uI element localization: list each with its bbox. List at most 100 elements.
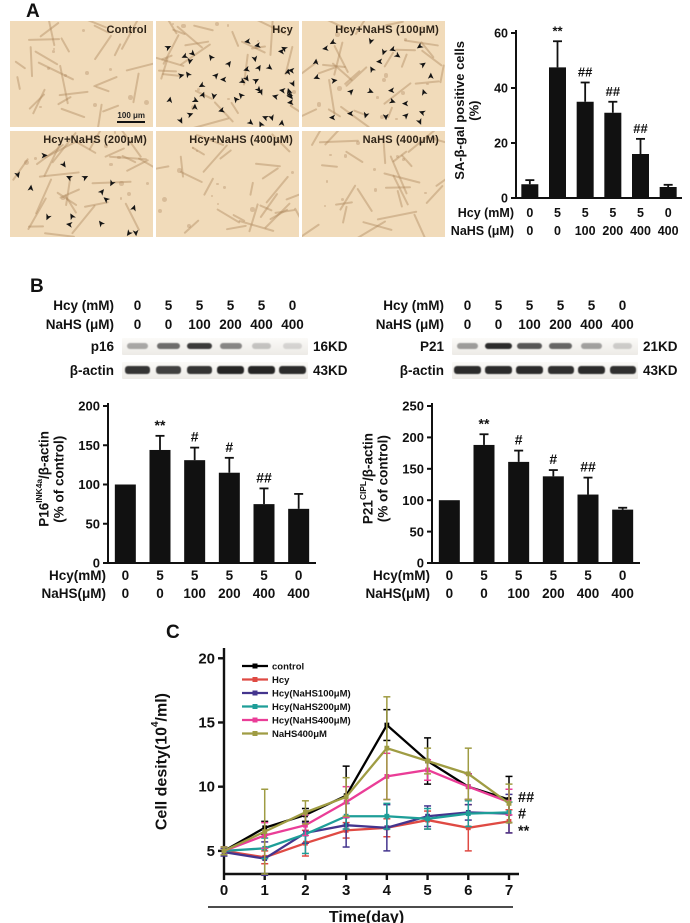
micrograph-label: Hcy+NaHS (100μM) [335, 24, 439, 36]
series-line [223, 746, 510, 852]
bar [149, 449, 171, 563]
cell-dot [117, 155, 121, 160]
blot-band-cell [545, 338, 576, 355]
senescent-cell-arrow-icon: ➤ [425, 72, 436, 80]
condition-value: 5 [637, 206, 644, 220]
condition-row-label: NaHS (μM) [451, 224, 514, 238]
senescent-cell-arrow-icon: ➤ [387, 86, 395, 96]
bar [288, 508, 310, 563]
senescent-cell-arrow-icon: ➤ [40, 150, 48, 160]
cell-streak [57, 96, 72, 106]
significance-label: ## [580, 459, 596, 475]
condition-value: 400 [611, 586, 634, 601]
blot-band-cell [452, 338, 483, 355]
cell-streak [125, 159, 149, 173]
condition-value: 5 [554, 206, 561, 220]
significance-annotation: ** [518, 823, 530, 839]
senescent-cell-arrow-icon: ➤ [413, 116, 425, 127]
cell-dot [395, 154, 399, 159]
blot-header-row: Hcy (mM) 0 5 5 5 5 0 [360, 296, 684, 315]
cell-dot [47, 67, 51, 71]
blot-band-row: p16 16KD [30, 334, 354, 358]
legend-label: Hcy(NaHS400μM) [272, 716, 351, 727]
y-tick-label: 100 [402, 493, 424, 508]
data-marker [506, 800, 512, 806]
bar [612, 509, 634, 563]
condition-value: 200 [542, 586, 565, 601]
micrograph-grid: Control 100 μm ➤ ➤ ➤ ➤ ➤ ➤ ➤ ➤ ➤ ➤ ➤ ➤ ➤ ➤ ➤ ➤ ➤ ➤ ➤ ➤ ➤ ➤ ➤ ➤ ➤ ➤ ➤… [10, 21, 445, 237]
cell-streak [285, 188, 299, 201]
condition-row-label: Hcy (mM) [458, 206, 514, 220]
blot-header-value: 0 [494, 317, 503, 332]
senescent-cell-arrow-icon: ➤ [277, 119, 287, 127]
cell-dot [343, 154, 348, 158]
x-tick-label: 6 [464, 882, 472, 899]
legend-marker [252, 731, 258, 736]
senescent-cell-arrow-icon: ➤ [243, 36, 252, 47]
senescent-cell-arrow-icon: ➤ [79, 171, 90, 183]
cell-streak [342, 205, 348, 224]
cell-streak [302, 108, 318, 118]
micrograph-label: NaHS (400μM) [362, 134, 439, 146]
label-part: Cell desity(10 [153, 727, 171, 831]
cell-dot [217, 203, 220, 206]
cell-dot [92, 102, 98, 108]
cell-dot [226, 24, 230, 27]
blot-header-label: NaHS (μM) [45, 317, 114, 332]
blot-header-value: 0 [164, 317, 173, 332]
blot-band-row: P21 21KD [360, 334, 684, 358]
senescent-cell-arrow-icon: ➤ [278, 85, 287, 96]
senescent-cell-arrow-icon: ➤ [376, 56, 384, 67]
significance-label: ## [256, 469, 272, 485]
y-tick-label: 200 [402, 430, 424, 445]
cell-streak [156, 166, 170, 171]
scale-bar-line [117, 120, 145, 123]
cell-dot [161, 196, 167, 202]
cell-streak [30, 46, 34, 78]
condition-value: 5 [260, 568, 268, 583]
senescent-cell-arrow-icon: ➤ [58, 159, 70, 170]
micrograph-label: Hcy+NaHS (400μM) [189, 134, 293, 146]
blot-header-value: 200 [549, 317, 572, 332]
cell-streak [377, 210, 418, 221]
cell-dot [316, 102, 321, 107]
blot-band-cell [215, 338, 246, 355]
y-tick-label: 15 [198, 714, 215, 731]
cell-streak [15, 60, 27, 70]
label-part: (% of control) [51, 435, 67, 523]
cell-dot [23, 159, 29, 165]
condition-value: 5 [515, 568, 523, 583]
condition-value: 5 [582, 206, 589, 220]
protein-band [517, 342, 542, 350]
condition-row-label: Hcy(mM) [373, 568, 430, 583]
bar [632, 154, 649, 198]
molecular-weight-label: 16KD [313, 338, 348, 354]
condition-value: 5 [226, 568, 234, 583]
blot-header-label: Hcy (mM) [53, 298, 114, 313]
superscript: 4 [150, 721, 162, 728]
label-line: (% of control) [376, 433, 391, 524]
condition-value: 400 [577, 586, 600, 601]
label-part: SA-β-gal positive cells [452, 40, 468, 180]
condition-value: 0 [554, 224, 561, 238]
senescent-cell-arrow-icon: ➤ [204, 51, 217, 63]
blot-band-cell [545, 362, 576, 379]
senescent-cell-arrow-icon: ➤ [400, 110, 412, 122]
label-line: P21CIPL/β-actin [358, 433, 376, 524]
blot-header-row: NaHS (μM) 0 0 100 200 400 400 [360, 315, 684, 334]
condition-value: 0 [156, 586, 164, 601]
data-marker [384, 745, 390, 751]
cell-streak [16, 76, 21, 90]
data-marker [465, 811, 471, 817]
cell-streak [161, 21, 179, 36]
cell-streak [27, 38, 60, 41]
cell-dot [103, 143, 108, 148]
protein-band [155, 366, 182, 374]
scale-bar-text: 100 μm [117, 110, 145, 120]
cell-dot [61, 196, 65, 201]
senescent-cell-arrow-icon: ➤ [223, 58, 235, 70]
cell-dot [335, 32, 340, 37]
condition-value: 0 [526, 206, 533, 220]
significance-label: # [225, 439, 233, 455]
